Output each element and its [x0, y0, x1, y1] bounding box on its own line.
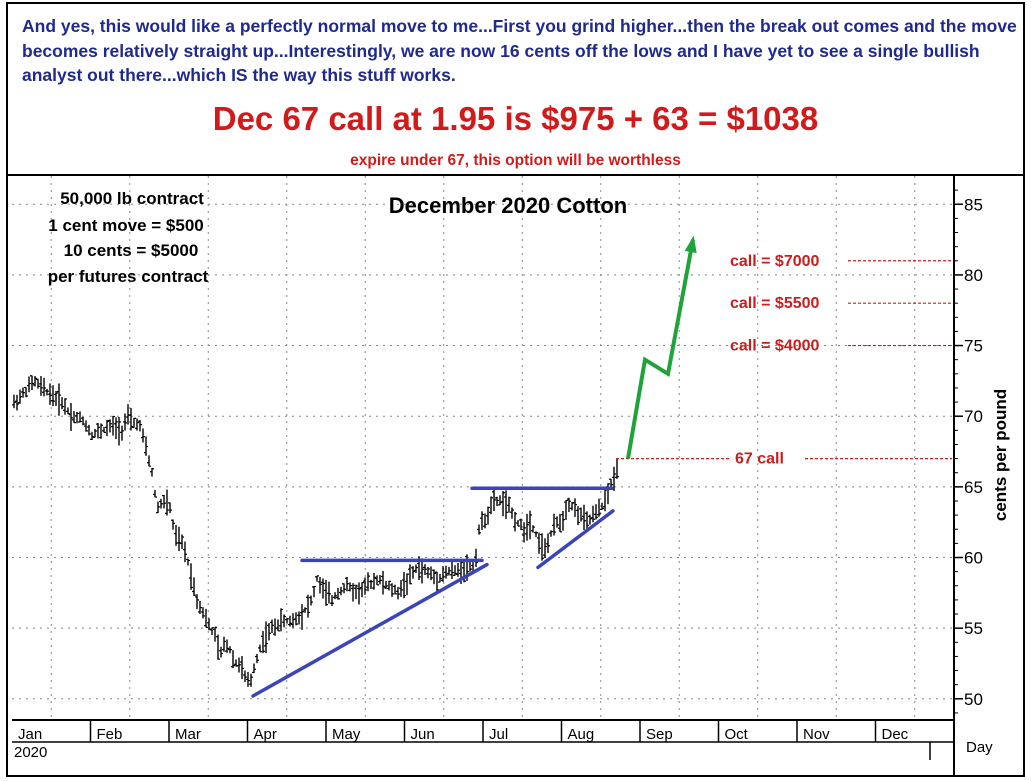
chart-frame — [6, 2, 1025, 777]
projection-layer — [626, 235, 697, 459]
y-tick-label: 80 — [964, 266, 983, 285]
call-levels-layer: call = $7000 call = $5500 call = $4000 67 c… — [616, 253, 952, 468]
y-tick-label: 75 — [964, 337, 983, 356]
month-label: Feb — [97, 726, 123, 743]
y-axis-label: cents per pound — [991, 389, 1010, 521]
contract-note: per futures contract — [48, 267, 209, 286]
contract-note: 1 cent move = $500 — [48, 216, 203, 235]
month-label: Jun — [411, 726, 435, 743]
y-tick-label: 70 — [964, 407, 983, 426]
month-label: Oct — [725, 726, 749, 743]
y-tick-label: 60 — [964, 549, 983, 568]
projection-path — [626, 239, 695, 459]
call-level-label: call = $7000 — [730, 253, 820, 270]
call-level-label: call = $4000 — [730, 338, 820, 355]
trendlines-layer — [251, 486, 615, 698]
contract-note: 50,000 lb contract — [60, 189, 204, 208]
chart-title: December 2020 Cotton — [389, 193, 627, 218]
month-label: Mar — [175, 726, 201, 743]
month-label: Sep — [646, 726, 673, 743]
month-label: Dec — [882, 726, 909, 743]
subline-text: expire under 67, this option will be wor… — [350, 152, 681, 169]
month-label: Jan — [18, 726, 42, 743]
header-panel: And yes, this would like a perfectly nor… — [8, 4, 1023, 176]
projection-arrowhead — [684, 235, 697, 254]
labels-layer: 50 55 60 65 70 75 80 85 Jan Feb Mar Apr May Jun Jul Aug… — [14, 189, 1010, 761]
y-tick-label: 65 — [964, 478, 983, 497]
x-axis-label: Day — [966, 739, 993, 756]
month-label: Apr — [254, 726, 277, 743]
headline-text: Dec 67 call at 1.95 is $975 + 63 = $1038 — [212, 100, 819, 137]
trendline — [536, 509, 615, 570]
month-label: Aug — [568, 726, 595, 743]
month-label: Nov — [803, 726, 830, 743]
price-bars — [12, 375, 619, 687]
y-tick-label: 55 — [964, 619, 983, 638]
call-level-label: call = $5500 — [730, 295, 820, 312]
contract-note: 10 cents = $5000 — [64, 241, 199, 260]
month-label: May — [332, 726, 361, 743]
year-label: 2020 — [14, 744, 47, 761]
month-label: Jul — [489, 726, 508, 743]
axes-layer — [12, 176, 963, 775]
call-level-label: 67 call — [735, 451, 784, 468]
trendline — [251, 562, 489, 698]
commentary-text: And yes, this would like a perfectly nor… — [22, 16, 1017, 85]
y-tick-label: 85 — [964, 195, 983, 214]
y-tick-label: 50 — [964, 690, 983, 709]
